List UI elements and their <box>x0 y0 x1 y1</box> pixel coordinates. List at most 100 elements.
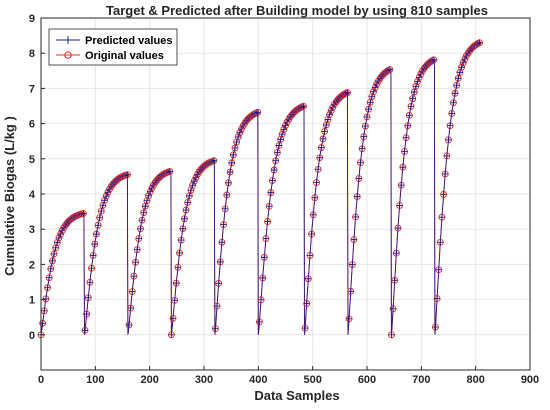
predicted-value-marker <box>394 225 401 232</box>
predicted-value-marker <box>258 296 265 303</box>
predicted-value-marker <box>55 234 62 241</box>
predicted-value-marker <box>323 121 330 128</box>
y-tick-label: 1 <box>29 295 35 307</box>
y-tick-label: 3 <box>29 224 35 236</box>
predicted-value-marker <box>443 152 450 159</box>
predicted-value-marker <box>437 239 444 246</box>
predicted-value-marker <box>438 214 445 221</box>
predicted-value-marker <box>386 66 393 73</box>
predicted-value-marker <box>399 164 406 171</box>
predicted-value-marker <box>220 221 227 228</box>
predicted-value-marker <box>139 217 146 224</box>
y-tick-label: 7 <box>29 83 35 95</box>
predicted-value-marker <box>44 284 51 291</box>
predicted-value-marker <box>319 135 326 142</box>
predicted-value-marker <box>408 103 415 110</box>
predicted-value-marker <box>124 171 131 178</box>
y-tick-label: 5 <box>29 154 35 166</box>
predicted-value-marker <box>233 139 240 146</box>
predicted-value-marker <box>360 133 367 140</box>
predicted-value-marker <box>191 178 198 185</box>
predicted-value-marker <box>280 126 287 133</box>
legend-predicted-label: Predicted values <box>85 35 172 47</box>
predicted-value-marker <box>344 89 351 96</box>
predicted-value-marker <box>357 159 364 166</box>
predicted-value-marker <box>350 236 357 243</box>
predicted-value-marker <box>218 239 225 246</box>
predicted-value-marker <box>225 179 232 186</box>
predicted-value-marker <box>476 39 483 46</box>
predicted-value-marker <box>130 273 137 280</box>
predicted-value-marker <box>447 122 454 129</box>
predicted-value-marker <box>261 254 268 261</box>
predicted-value-marker <box>171 297 178 304</box>
predicted-value-marker <box>347 288 354 295</box>
predicted-value-marker <box>367 99 374 106</box>
predicted-value-marker <box>452 90 459 97</box>
predicted-value-marker <box>266 203 273 210</box>
predicted-value-marker <box>403 134 410 141</box>
predicted-value-marker <box>93 231 100 238</box>
predicted-value-marker <box>355 175 362 182</box>
predicted-value-marker <box>254 109 261 116</box>
predicted-value-marker <box>305 275 312 282</box>
predicted-value-marker <box>222 205 229 212</box>
predicted-value-marker <box>432 324 439 331</box>
predicted-value-marker <box>364 113 370 120</box>
predicted-value-marker <box>90 252 97 259</box>
y-tick-label: 4 <box>29 189 36 201</box>
predicted-value-marker <box>236 129 243 136</box>
predicted-value-marker <box>434 295 441 302</box>
predicted-value-marker <box>262 235 269 242</box>
predicted-value-marker <box>174 264 181 271</box>
y-tick-label: 0 <box>29 330 35 342</box>
predicted-value-marker <box>346 315 353 322</box>
predicted-value-marker <box>86 279 93 286</box>
predicted-value-marker <box>47 265 54 272</box>
predicted-value-marker <box>132 259 139 266</box>
x-tick-label: 400 <box>249 374 267 386</box>
predicted-value-marker <box>396 202 403 209</box>
predicted-value-marker <box>416 74 423 81</box>
predicted-value-marker <box>435 266 442 273</box>
predicted-value-marker <box>362 123 369 130</box>
predicted-value-marker <box>256 318 263 325</box>
series-layer <box>37 39 483 339</box>
predicted-value-marker <box>49 257 56 264</box>
predicted-value-marker <box>134 246 141 253</box>
predicted-value-marker <box>103 193 110 200</box>
predicted-value-marker <box>372 84 379 91</box>
predicted-value-marker <box>398 182 405 189</box>
predicted-value-marker <box>46 274 53 281</box>
predicted-value-marker <box>85 294 92 301</box>
predicted-value-marker <box>181 215 188 222</box>
predicted-value-marker <box>264 218 271 225</box>
predicted-value-marker <box>390 305 397 312</box>
legend-predicted-marker <box>64 36 72 44</box>
predicted-value-marker <box>456 69 463 76</box>
predicted-value-marker <box>409 95 416 102</box>
predicted-value-marker <box>212 325 219 332</box>
predicted-value-marker <box>365 106 372 113</box>
predicted-value-marker <box>96 214 103 221</box>
predicted-value-marker <box>41 307 48 314</box>
predicted-value-marker <box>440 191 447 198</box>
predicted-value-marker <box>186 192 193 199</box>
predicted-value-marker <box>411 89 418 96</box>
predicted-value-marker <box>227 169 234 176</box>
predicted-value-marker <box>230 151 237 158</box>
predicted-value-marker <box>168 331 175 338</box>
predicted-value-marker <box>445 136 452 143</box>
predicted-value-marker <box>401 148 408 155</box>
x-tick-label: 300 <box>195 374 213 386</box>
predicted-value-marker <box>455 75 462 82</box>
predicted-value-marker <box>52 244 59 251</box>
predicted-value-marker <box>453 82 460 89</box>
predicted-value-marker <box>217 258 224 265</box>
predicted-value-marker <box>303 300 310 307</box>
x-tick-label: 500 <box>303 374 321 386</box>
y-tick-label: 8 <box>29 48 35 60</box>
predicted-value-marker <box>42 295 49 302</box>
predicted-value-marker <box>349 261 356 268</box>
